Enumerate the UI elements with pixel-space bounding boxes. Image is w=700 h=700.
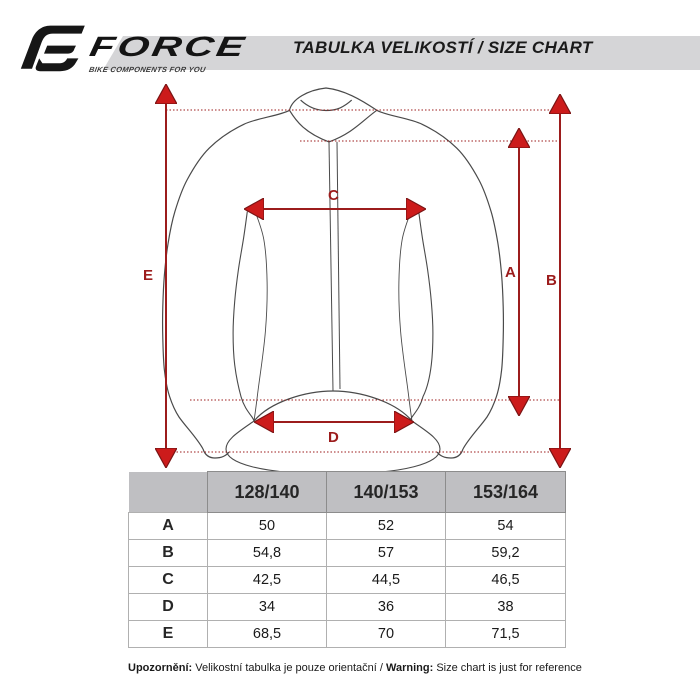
svg-text:C: C: [328, 187, 339, 204]
svg-text:B: B: [546, 272, 557, 289]
svg-text:D: D: [328, 429, 339, 446]
svg-text:A: A: [505, 264, 516, 281]
svg-text:E: E: [143, 267, 153, 284]
